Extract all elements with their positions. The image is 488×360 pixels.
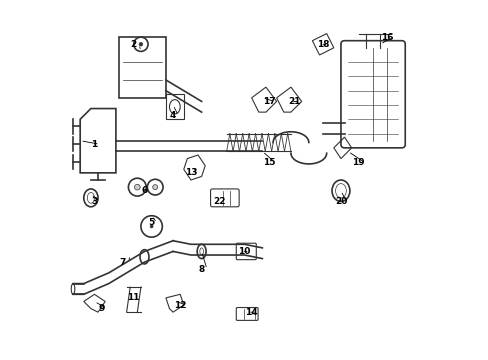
Text: 8: 8 [198, 265, 204, 274]
Circle shape [149, 225, 153, 228]
Text: 16: 16 [380, 33, 393, 42]
Text: 19: 19 [352, 158, 365, 167]
Text: 20: 20 [334, 197, 346, 206]
Text: 7: 7 [120, 258, 126, 267]
Text: 22: 22 [213, 197, 225, 206]
Text: 17: 17 [263, 97, 275, 106]
Text: 1: 1 [91, 140, 98, 149]
Text: 6: 6 [141, 186, 147, 195]
Text: 9: 9 [98, 304, 104, 313]
Text: 10: 10 [238, 247, 250, 256]
Text: 12: 12 [174, 301, 186, 310]
Text: 18: 18 [316, 40, 328, 49]
Circle shape [152, 185, 157, 190]
Text: 13: 13 [184, 168, 197, 177]
Text: 4: 4 [169, 111, 176, 120]
Text: 2: 2 [130, 40, 137, 49]
Text: 15: 15 [263, 158, 275, 167]
Circle shape [134, 184, 140, 190]
Text: 14: 14 [245, 308, 258, 317]
Text: 11: 11 [127, 293, 140, 302]
Text: 3: 3 [91, 197, 98, 206]
Text: 21: 21 [287, 97, 300, 106]
Circle shape [139, 42, 142, 46]
Text: 5: 5 [148, 219, 154, 228]
